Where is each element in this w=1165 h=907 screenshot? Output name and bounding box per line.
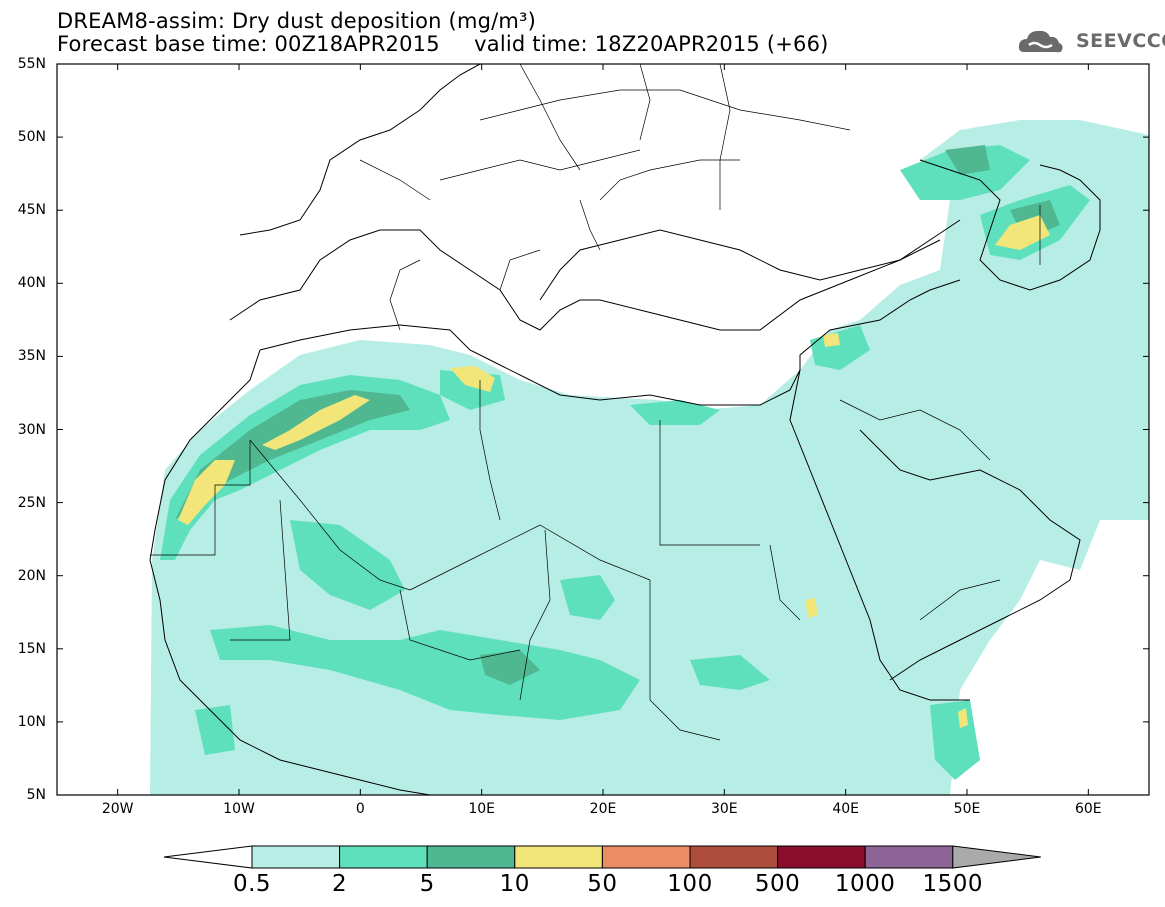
logo-text: SEEVCCC [1076,30,1165,52]
map-title: DREAM8-assim: Dry dust deposition (mg/m³… [57,9,537,33]
seevccc-cloud-logo-icon [1018,30,1063,53]
longitude-label: 40E [832,801,859,817]
latitude-label: 55N [17,56,46,72]
dust-deposition-field [57,64,1149,795]
colorbar-label: 500 [754,871,801,897]
colorbar-label: 0.5 [232,871,272,897]
longitude-label: 50E [953,801,981,817]
longitude-label: 20W [101,801,134,817]
longitude-label: 0 [355,801,365,817]
latitude-label: 35N [17,348,46,365]
colorbar-label: 1500 [922,871,984,897]
colorbar-label: 1000 [834,871,896,897]
colorbar-label: 100 [667,871,713,897]
longitude-label: 20E [589,801,617,817]
longitude-label: 10E [468,801,495,817]
latitude-label: 40N [17,275,46,292]
colorbar-segment [426,845,516,869]
colorbar-under-triangle [163,845,253,869]
colorbar-label: 10 [499,871,530,897]
latitude-label: 25N [17,494,46,511]
longitude-label: 30E [710,801,738,817]
latitude-label: 45N [17,202,46,219]
colorbar-label: 50 [587,871,618,897]
longitude-label: 60E [1074,801,1102,817]
latitude-label: 30N [17,421,46,438]
colorbar-segment [251,845,341,869]
forecast-time-subtitle: Forecast base time: 00Z18APR2015 valid t… [57,32,829,56]
colorbar-segment [689,845,779,869]
latitude-label: 20N [17,567,46,584]
colorbar-over-triangle [952,845,1041,869]
colorbar-segment [777,845,866,869]
colorbar-segment [514,845,603,869]
latitude-label: 15N [17,640,46,657]
colorbar-segment [864,845,954,869]
colorbar-label: 2 [332,871,348,897]
colorbar-segment [339,845,428,869]
latitude-label: 50N [17,129,46,146]
colorbar-label: 5 [419,871,435,897]
longitude-label: 10W [223,801,255,817]
colorbar [163,845,1041,869]
latitude-label: 5N [26,787,46,803]
colorbar-segment [601,845,691,869]
latitude-label: 10N [17,713,46,730]
